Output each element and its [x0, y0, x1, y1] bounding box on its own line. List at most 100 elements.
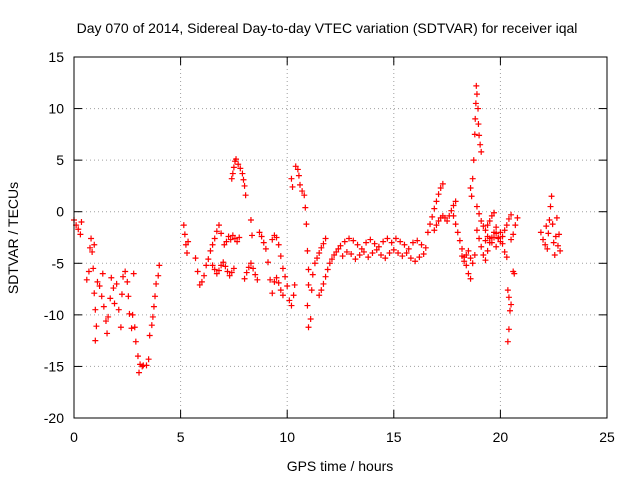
- y-tick-label: -20: [44, 410, 64, 426]
- data-point: [501, 227, 508, 234]
- y-tick-label: -5: [52, 255, 65, 271]
- data-point: [292, 163, 299, 170]
- data-point: [282, 273, 289, 280]
- data-point: [427, 221, 434, 228]
- data-point: [346, 235, 353, 242]
- data-point: [554, 242, 561, 249]
- data-point: [247, 216, 254, 223]
- data-point: [120, 273, 127, 280]
- data-point: [508, 301, 515, 308]
- data-point: [549, 221, 556, 228]
- data-point: [215, 222, 222, 229]
- data-point: [439, 180, 446, 187]
- data-point: [486, 235, 493, 242]
- data-point: [277, 253, 284, 260]
- data-point: [478, 217, 485, 224]
- data-point: [514, 214, 521, 221]
- data-point: [552, 233, 559, 240]
- data-point: [126, 310, 133, 317]
- data-point: [91, 290, 98, 297]
- data-point: [341, 238, 348, 245]
- data-point: [365, 254, 372, 261]
- data-point: [279, 292, 286, 299]
- data-point: [128, 325, 135, 332]
- data-point: [463, 252, 470, 259]
- data-point: [508, 236, 515, 243]
- data-point: [231, 235, 238, 242]
- data-point: [294, 166, 301, 173]
- data-point: [234, 238, 241, 245]
- data-point: [369, 249, 376, 256]
- data-point: [469, 260, 476, 267]
- data-point: [218, 262, 225, 269]
- data-point: [215, 267, 222, 274]
- data-point: [318, 244, 325, 251]
- data-point: [480, 223, 487, 230]
- data-point: [350, 237, 357, 244]
- data-point: [104, 330, 111, 337]
- data-point: [92, 306, 99, 313]
- data-point: [316, 292, 323, 299]
- data-point: [182, 241, 189, 248]
- data-point: [105, 313, 112, 320]
- data-point: [209, 241, 216, 248]
- data-point: [267, 276, 274, 283]
- plot-frame: [73, 56, 608, 419]
- data-point: [416, 254, 423, 261]
- axis-ticks: 0 5 10 15 20 25 -20 -15 -10 -5 0 5 10 15: [44, 49, 615, 445]
- data-point: [249, 232, 256, 239]
- x-tick-label: 5: [177, 429, 185, 445]
- data-point: [89, 248, 96, 255]
- data-point: [275, 279, 282, 286]
- data-point: [262, 245, 269, 252]
- data-point: [185, 238, 192, 245]
- data-point: [484, 247, 491, 254]
- data-point: [209, 262, 216, 269]
- data-point: [333, 248, 340, 255]
- data-point: [299, 188, 306, 195]
- data-point: [556, 231, 563, 238]
- data-point: [235, 161, 242, 168]
- data-point: [399, 253, 406, 260]
- data-point: [201, 272, 208, 279]
- data-point: [86, 244, 93, 251]
- data-point: [91, 241, 98, 248]
- data-point: [475, 105, 482, 112]
- data-point: [471, 131, 478, 138]
- data-point: [228, 175, 235, 182]
- data-point: [247, 260, 254, 267]
- data-point: [352, 256, 359, 263]
- data-point: [431, 205, 438, 212]
- data-point: [277, 287, 284, 294]
- data-point: [295, 172, 302, 179]
- data-point: [339, 253, 346, 260]
- data-point: [143, 362, 150, 369]
- data-point: [134, 353, 141, 360]
- data-point: [113, 280, 120, 287]
- data-point: [273, 274, 280, 281]
- data-point: [207, 247, 214, 254]
- data-point: [371, 240, 378, 247]
- data-point: [388, 239, 395, 246]
- data-point: [553, 214, 560, 221]
- data-point: [221, 241, 228, 248]
- data-point: [452, 198, 459, 205]
- data-point: [499, 233, 506, 240]
- data-point: [335, 245, 342, 252]
- data-point: [211, 235, 218, 242]
- data-point: [279, 265, 286, 272]
- data-point: [348, 251, 355, 258]
- data-point: [239, 170, 246, 177]
- data-point: [412, 258, 419, 265]
- data-point: [83, 276, 90, 283]
- data-point: [230, 164, 237, 171]
- y-tick-label: 10: [48, 101, 64, 117]
- data-point: [510, 231, 517, 238]
- data-point: [390, 246, 397, 253]
- data-point: [224, 268, 231, 275]
- data-point: [551, 252, 558, 259]
- data-point: [472, 100, 479, 107]
- data-point: [311, 260, 318, 267]
- data-point: [213, 228, 220, 235]
- data-point: [115, 306, 122, 313]
